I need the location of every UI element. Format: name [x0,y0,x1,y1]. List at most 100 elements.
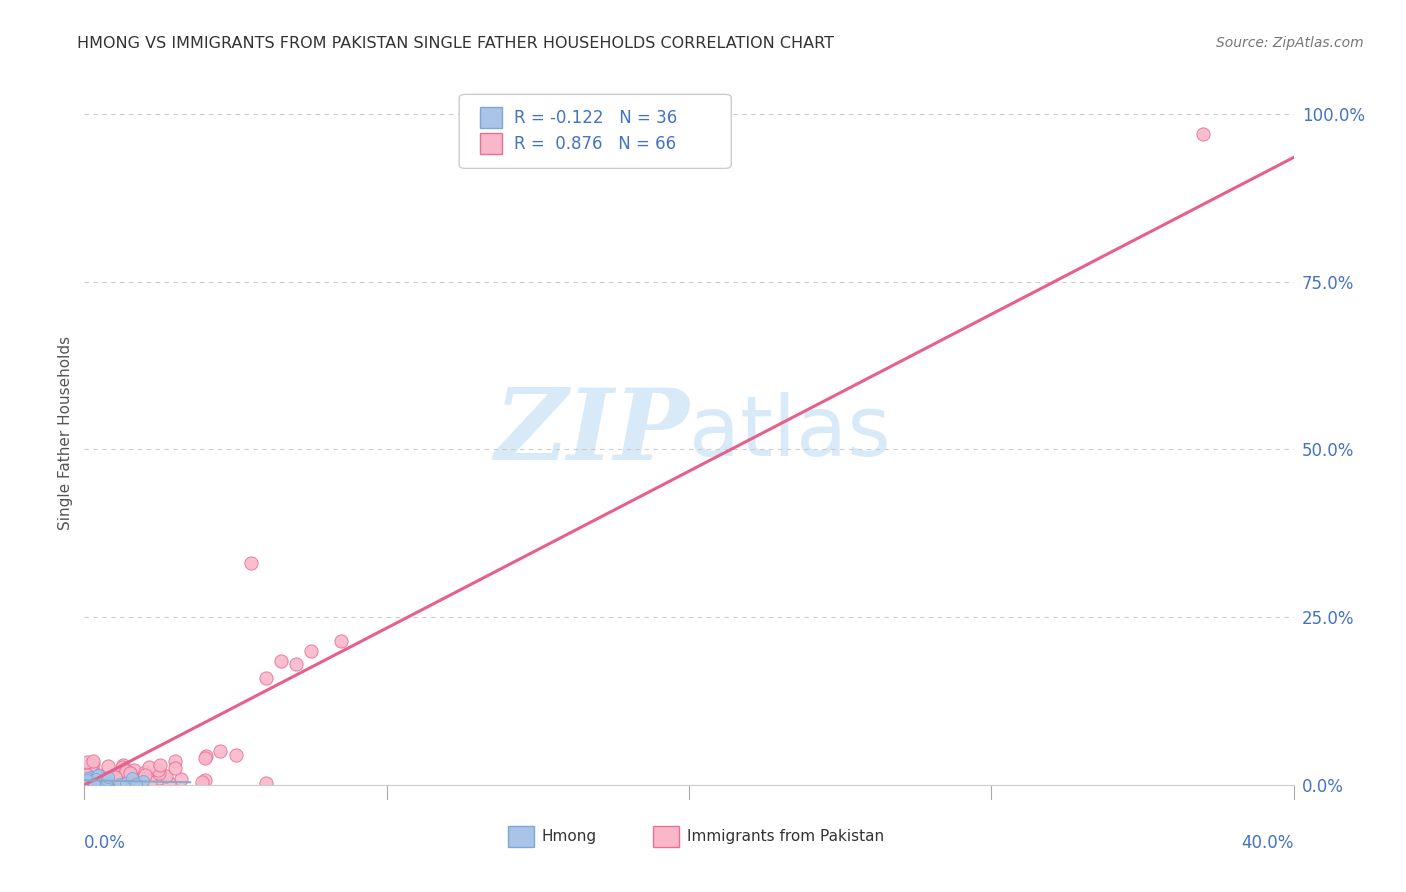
Point [165,761,187,775]
Point [254,671,277,685]
Text: Hmong: Hmong [541,829,596,844]
Point [76,767,98,781]
Point [129,772,152,787]
Point [96,777,118,791]
Text: Immigrants from Pakistan: Immigrants from Pakistan [686,829,883,844]
Text: R = -0.122   N = 36: R = -0.122 N = 36 [513,109,676,127]
Point [194,748,217,763]
Point [125,777,148,791]
Point [76,777,98,791]
Point [76,771,98,785]
Point [194,751,217,765]
Point [94,776,117,790]
Point [80,766,103,780]
FancyBboxPatch shape [508,826,534,847]
Text: HMONG VS IMMIGRANTS FROM PAKISTAN SINGLE FATHER HOUSEHOLDS CORRELATION CHART: HMONG VS IMMIGRANTS FROM PAKISTAN SINGLE… [77,36,834,51]
FancyBboxPatch shape [460,95,731,169]
Point [132,772,155,786]
Point [79,776,101,790]
Point [86,767,108,781]
Point [239,557,262,571]
Point [121,776,143,790]
Point [118,765,141,780]
Point [89,777,111,791]
Point [80,758,103,772]
Point [108,777,131,791]
Point [89,771,111,785]
Point [148,771,170,785]
Point [155,769,177,783]
Point [124,774,146,789]
Point [76,777,98,791]
Text: R =  0.876   N = 66: R = 0.876 N = 66 [513,135,676,153]
Point [134,768,156,782]
Point [104,770,127,784]
Point [105,777,128,791]
Point [77,776,100,790]
Point [146,763,169,777]
Point [209,744,232,758]
Point [134,764,156,779]
Point [111,758,134,772]
Text: atlas: atlas [689,392,890,473]
Point [118,765,141,780]
Text: 40.0%: 40.0% [1241,834,1294,852]
Point [330,633,353,648]
Point [115,776,138,790]
Point [77,777,100,791]
Point [90,776,112,790]
Point [76,777,98,791]
Text: ZIP: ZIP [494,384,689,481]
Point [112,768,135,782]
Point [127,776,149,790]
Point [225,747,247,762]
FancyBboxPatch shape [652,826,679,847]
Point [86,769,108,783]
FancyBboxPatch shape [479,133,502,154]
Point [87,768,110,782]
Point [104,771,127,785]
Point [270,654,292,668]
Point [165,755,187,769]
Point [194,772,217,787]
Point [97,758,120,772]
Point [114,765,136,780]
Point [115,764,138,778]
Point [139,775,162,789]
Point [111,774,134,789]
Point [97,771,120,785]
Point [86,777,108,791]
Point [285,657,308,672]
Point [91,777,114,791]
Point [121,772,143,787]
Point [82,754,104,768]
Point [124,763,146,777]
Point [94,772,117,787]
Point [120,770,142,784]
Point [86,774,108,789]
Point [84,772,107,786]
Point [93,777,115,791]
Point [120,772,142,787]
Y-axis label: Single Father Households: Single Father Households [58,335,73,530]
Point [80,770,103,784]
Point [86,774,108,789]
Point [96,774,118,789]
Point [1192,127,1215,141]
Point [157,775,180,789]
Point [83,777,105,791]
Point [149,757,172,772]
Point [254,775,277,789]
Point [121,772,143,786]
Point [76,775,98,789]
Point [96,772,118,787]
Point [79,775,101,789]
Point [148,766,170,780]
Point [87,776,110,790]
Text: 0.0%: 0.0% [84,834,127,852]
Point [97,774,120,789]
Point [89,775,111,789]
Point [94,777,117,791]
Point [76,772,98,787]
Point [299,644,322,658]
